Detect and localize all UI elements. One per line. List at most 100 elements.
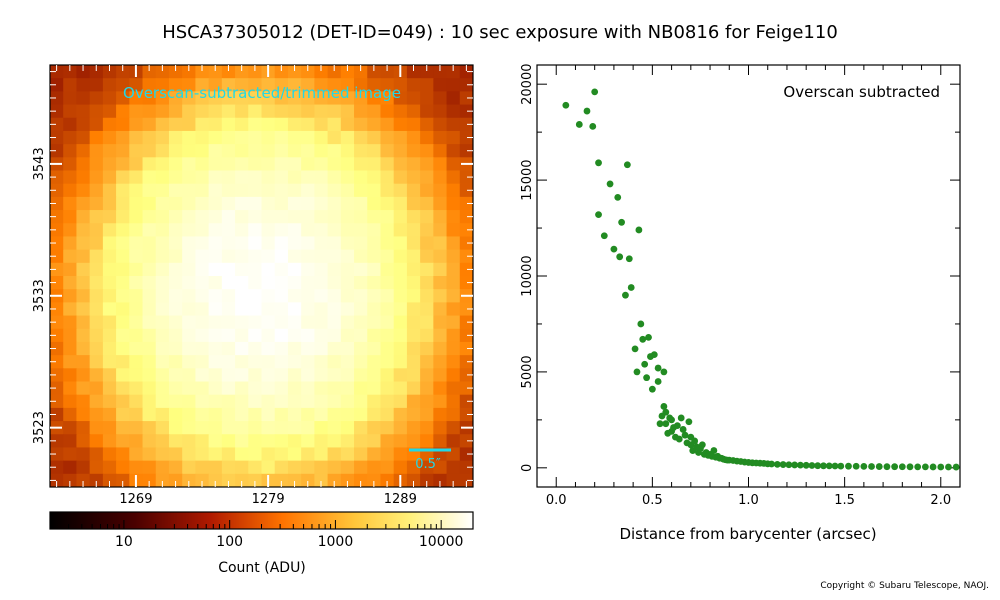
image-pixel <box>301 460 315 475</box>
image-pixel <box>168 130 183 145</box>
scatter-point <box>825 462 833 470</box>
image-pixel <box>354 368 368 383</box>
image-pixel <box>420 196 434 211</box>
image-pixel <box>406 236 421 251</box>
image-pixel <box>287 341 302 356</box>
image-pixel <box>367 196 382 211</box>
image-pixel <box>446 381 461 396</box>
image-pixel <box>168 144 183 158</box>
scatter-point <box>802 461 810 469</box>
image-pixel <box>420 104 434 119</box>
image-pixel <box>354 434 368 449</box>
image-pixel <box>235 421 249 435</box>
image-pixel <box>195 65 210 79</box>
image-pixel <box>393 170 408 185</box>
image-pixel <box>340 289 355 303</box>
image-pixel <box>50 144 64 158</box>
image-pixel <box>433 157 448 172</box>
image-pixel <box>446 249 461 264</box>
image-pixel <box>354 355 368 369</box>
image-pixel <box>116 394 130 409</box>
image-pixel <box>195 183 210 198</box>
image-pixel <box>182 196 197 211</box>
image-pixel <box>301 183 315 198</box>
image-pixel <box>195 210 210 224</box>
image-pixel <box>406 183 421 198</box>
image-pixel <box>393 368 408 383</box>
image-pixel <box>195 130 210 145</box>
image-pixel <box>116 421 130 435</box>
image-pixel <box>274 117 289 132</box>
image-pixel <box>50 328 64 343</box>
scatter-point <box>643 374 650 382</box>
image-pixel <box>314 196 329 211</box>
image-pixel <box>195 447 210 462</box>
image-pixel <box>195 341 210 356</box>
image-pixel <box>195 223 210 238</box>
image-pixel <box>446 91 461 106</box>
image-pixel <box>235 210 249 224</box>
image-pixel <box>261 157 276 172</box>
image-pixel <box>380 407 395 422</box>
image-pixel <box>89 355 104 369</box>
image-pixel <box>354 262 368 277</box>
image-pixel <box>354 78 368 92</box>
image-pixel <box>380 434 395 449</box>
scatter-point <box>650 351 658 359</box>
image-pixel <box>129 460 144 475</box>
image-pixel <box>248 394 263 409</box>
image-pixel <box>459 144 473 158</box>
scatter-point <box>575 121 583 128</box>
image-pixel <box>63 421 78 435</box>
image-pixel <box>327 144 342 158</box>
image-pixel <box>367 394 382 409</box>
image-pixel <box>314 302 329 317</box>
image-pixel <box>406 394 421 409</box>
image-pixel <box>446 196 461 211</box>
image-pixel <box>142 407 157 422</box>
image-pixel <box>301 117 315 132</box>
image-pixel <box>406 210 421 224</box>
image-pixel <box>301 276 315 290</box>
image-pixel <box>433 144 448 158</box>
image-pixel <box>261 302 276 317</box>
image-pixel <box>406 355 421 369</box>
colorbar-tick-label: 1000 <box>318 534 354 550</box>
scatter-point <box>820 462 827 470</box>
image-pixel <box>446 328 461 343</box>
image-pixel <box>420 144 434 158</box>
scatter-point <box>591 88 599 96</box>
image-pixel <box>420 460 434 475</box>
image-pixel <box>102 434 117 449</box>
image-pixel <box>116 210 130 224</box>
image-pixel <box>76 144 91 158</box>
image-pixel <box>63 368 78 383</box>
image-pixel <box>301 65 315 79</box>
image-pixel <box>261 262 276 277</box>
image-pixel <box>155 302 170 317</box>
image-pixel <box>129 196 144 211</box>
image-pixel <box>89 223 104 238</box>
image-pixel <box>274 434 289 449</box>
plot-x-tick-label: 0.0 <box>546 493 567 508</box>
image-pixel <box>129 91 144 106</box>
image-pixel <box>89 78 104 92</box>
image-pixel <box>287 473 302 487</box>
image-pixel <box>380 157 395 172</box>
image-pixel <box>142 394 157 409</box>
image-pixel <box>314 421 329 435</box>
image-pixel <box>221 196 236 211</box>
image-pixel <box>221 210 236 224</box>
image-pixel <box>420 210 434 224</box>
scatter-point <box>627 284 635 291</box>
image-pixel <box>406 289 421 303</box>
image-pixel <box>393 104 408 119</box>
image-pixel <box>168 104 183 119</box>
image-pixel <box>89 341 104 356</box>
image-pixel <box>76 262 91 277</box>
image-pixel <box>155 196 170 211</box>
image-pixel <box>274 157 289 172</box>
image-pixel <box>221 315 236 330</box>
image-pixel <box>261 355 276 369</box>
image-pixel <box>301 328 315 343</box>
